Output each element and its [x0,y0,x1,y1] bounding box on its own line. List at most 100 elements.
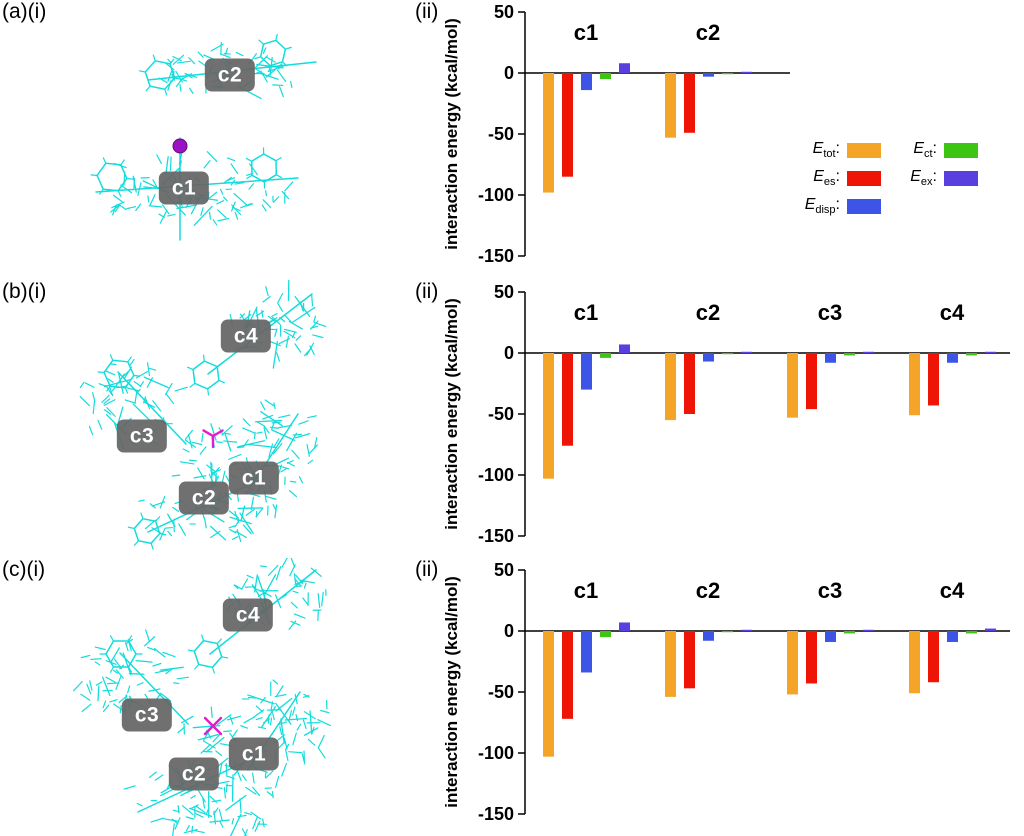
legend-swatch-eex [944,170,978,186]
bar-etot-c1 [543,631,554,757]
bar-ees-c2 [684,73,695,133]
bar-etot-c2 [665,353,676,421]
bar-etot-c3 [787,631,798,695]
y-tick-label: -100 [478,185,514,205]
y-tick-label: -50 [488,124,514,144]
bar-ect-c1 [600,73,611,80]
mol-ring [138,54,182,96]
cluster-label-c2: c2 [178,481,230,515]
panel-b-left-label: (b)(i) [2,280,47,303]
legend-item-ees: Ees: [786,168,881,188]
group-label-c4: c4 [940,300,965,325]
legend-label-ees: Ees: [813,168,840,189]
heteroatom-icon [203,716,223,736]
cluster-label-c4: c4 [220,319,272,353]
group-label-c2: c2 [696,20,720,45]
bar-ect-c2 [722,631,733,633]
y-tick-label: 50 [494,560,514,580]
panel-a-left-label: (a)(i) [2,0,47,23]
mol-ring [99,635,143,673]
bar-ect-c3 [844,631,855,634]
bar-eex-c4 [985,351,996,353]
mol-ring [254,33,292,73]
legend-swatch-ect [944,142,978,158]
legend-item-edisp: Edisp: [786,196,881,217]
y-tick-label: 0 [504,343,514,363]
bar-eex-c1 [619,622,630,631]
group-label-c3: c3 [818,578,842,603]
y-tick-label: 0 [504,63,514,83]
bar-eex-c1 [619,344,630,353]
bar-ees-c4 [928,353,939,406]
group-label-c4: c4 [940,578,965,603]
legend-item-eex: Eex: [897,168,978,188]
molecule-structure-c [72,558,331,836]
molecule-structure-a [90,33,317,241]
bar-chart-a: 50 0 -50 -100 -150 interaction energy (kcal/m… [442,2,790,266]
mol-blob [241,679,331,777]
bar-ees-c1 [562,353,573,446]
bar-ect-c4 [966,631,977,634]
cluster-label-c3: c3 [121,698,173,732]
bar-edisp-c2 [703,73,714,77]
bar-eex-c1 [619,63,630,73]
bar-ect-c2 [722,73,733,75]
group-label-c2: c2 [696,578,720,603]
bar-etot-c4 [909,631,920,694]
bar-eex-c2 [741,71,752,73]
y-tick-label: 0 [504,621,514,641]
legend-label-edisp: Edisp: [804,196,840,217]
y-tick-label: -100 [478,743,514,763]
bar-chart-b: 50 0 -50 -100 -150 interaction energy (kcal/m… [442,282,1010,546]
bar-ees-c2 [684,631,695,689]
bar-etot-c1 [543,353,554,479]
legend-item-etot: Etot: [786,140,881,160]
bar-ect-c3 [844,353,855,356]
bar-eex-c2 [741,629,752,631]
bar-edisp-c1 [581,631,592,673]
mol-ring [187,634,229,674]
chart-view-a: (ii) 50 0 -50 -100 -150 interaction energy (k… [410,0,1024,278]
legend-item-ect: Ect: [897,140,978,160]
panel-c-left-label: (c)(i) [2,558,46,581]
y-axis-title: interaction energy (kcal/mol) [442,576,461,807]
molecule-view-c: c4 c3 c1 c2 [0,558,410,836]
panel-b: (b)(i) c4 c3 c1 c2 (ii) 50 0 -50 -100 -150 in… [0,280,1024,558]
bar-ees-c4 [928,631,939,683]
y-tick-label: 50 [494,2,514,22]
bar-edisp-c2 [703,631,714,641]
chart-view-c: (ii) 50 0 -50 -100 -150 interaction energy (k… [410,558,1024,836]
metal-atom-icon [172,138,188,154]
y-tick-label: -100 [478,465,514,485]
bar-ect-c1 [600,631,611,638]
y-axis-title: interaction energy (kcal/mol) [442,18,461,249]
legend-label-etot: Etot: [812,140,840,161]
bar-eex-c3 [863,629,874,631]
legend-swatch-etot [847,142,881,158]
bar-ees-c3 [806,631,817,684]
bar-ees-c3 [806,353,817,410]
heteroatom-icon [202,429,224,449]
panel-b-chart-label: (ii) [415,280,439,303]
bar-eex-c4 [985,628,996,631]
legend-column-1: Etot: Ees: Edisp: [786,140,881,217]
cluster-label-c3: c3 [116,419,168,453]
mol-ring [97,354,141,394]
y-tick-label: 50 [494,282,514,302]
bar-edisp-c2 [703,353,714,362]
chart-view-b: (ii) 50 0 -50 -100 -150 interaction energy (k… [410,280,1024,558]
panel-a: (a)(i) c2 c1 (ii) 50 0 -50 -100 -150 interact… [0,0,1024,278]
panel-c-chart-label: (ii) [415,558,439,581]
mol-line [119,652,189,725]
bar-ees-c1 [562,73,573,177]
bar-edisp-c3 [825,353,836,363]
chart-legend: Etot: Ees: Edisp: Ect: [786,140,978,217]
bar-etot-c3 [787,353,798,418]
bar-edisp-c4 [947,353,958,363]
cluster-label-c2: c2 [204,58,256,92]
legend-label-ect: Ect: [913,140,937,161]
bar-etot-c2 [665,631,676,697]
mol-blob [79,358,188,450]
group-label-c3: c3 [818,300,842,325]
